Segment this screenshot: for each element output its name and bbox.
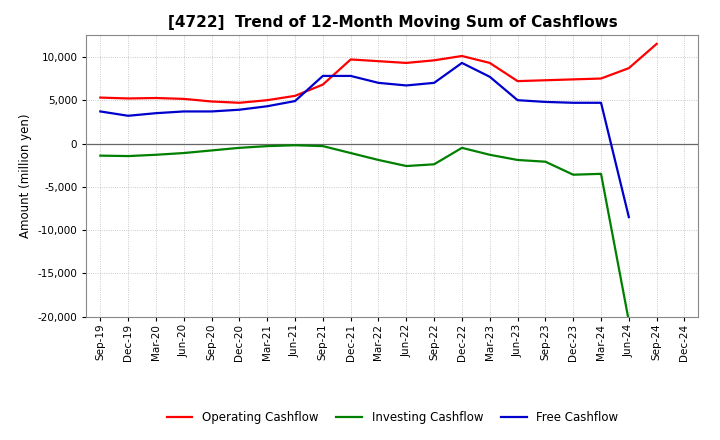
Investing Cashflow [541,159,550,165]
Investing Cashflow [124,154,132,159]
Investing Cashflow [624,319,633,324]
Operating Cashflow [458,53,467,59]
Legend: Operating Cashflow, Investing Cashflow, Free Cashflow: Operating Cashflow, Investing Cashflow, … [162,407,623,429]
Free Cashflow [318,73,327,79]
Operating Cashflow [569,77,577,82]
Free Cashflow [96,109,104,114]
Title: [4722]  Trend of 12-Month Moving Sum of Cashflows: [4722] Trend of 12-Month Moving Sum of C… [168,15,617,30]
Free Cashflow [235,107,243,112]
Investing Cashflow [485,152,494,158]
Investing Cashflow [235,145,243,150]
Investing Cashflow [179,150,188,156]
Operating Cashflow [124,96,132,101]
Investing Cashflow [207,148,216,153]
Operating Cashflow [624,66,633,71]
Investing Cashflow [318,143,327,149]
Operating Cashflow [318,82,327,87]
Free Cashflow [374,80,383,85]
Operating Cashflow [402,60,410,66]
Operating Cashflow [96,95,104,100]
Investing Cashflow [291,143,300,148]
Free Cashflow [513,98,522,103]
Free Cashflow [179,109,188,114]
Investing Cashflow [96,153,104,158]
Investing Cashflow [346,150,355,156]
Line: Operating Cashflow: Operating Cashflow [100,44,657,103]
Operating Cashflow [652,41,661,47]
Operating Cashflow [374,59,383,64]
Free Cashflow [346,73,355,79]
Free Cashflow [597,100,606,106]
Operating Cashflow [485,60,494,66]
Free Cashflow [458,60,467,66]
Line: Investing Cashflow: Investing Cashflow [100,145,629,321]
Free Cashflow [402,83,410,88]
Operating Cashflow [179,96,188,102]
Line: Free Cashflow: Free Cashflow [100,63,629,217]
Operating Cashflow [597,76,606,81]
Operating Cashflow [207,99,216,104]
Operating Cashflow [346,57,355,62]
Investing Cashflow [374,158,383,163]
Free Cashflow [291,99,300,104]
Investing Cashflow [430,161,438,167]
Investing Cashflow [263,143,271,149]
Free Cashflow [152,110,161,116]
Free Cashflow [263,103,271,109]
Free Cashflow [541,99,550,105]
Free Cashflow [624,215,633,220]
Free Cashflow [430,80,438,85]
Operating Cashflow [291,93,300,99]
Operating Cashflow [430,58,438,63]
Free Cashflow [569,100,577,106]
Operating Cashflow [541,77,550,83]
Investing Cashflow [513,158,522,163]
Investing Cashflow [152,152,161,158]
Investing Cashflow [458,145,467,150]
Y-axis label: Amount (million yen): Amount (million yen) [19,114,32,238]
Operating Cashflow [263,98,271,103]
Investing Cashflow [597,171,606,176]
Operating Cashflow [235,100,243,106]
Free Cashflow [124,113,132,118]
Free Cashflow [485,74,494,80]
Investing Cashflow [402,163,410,169]
Operating Cashflow [152,95,161,101]
Operating Cashflow [513,78,522,84]
Investing Cashflow [569,172,577,177]
Free Cashflow [207,109,216,114]
